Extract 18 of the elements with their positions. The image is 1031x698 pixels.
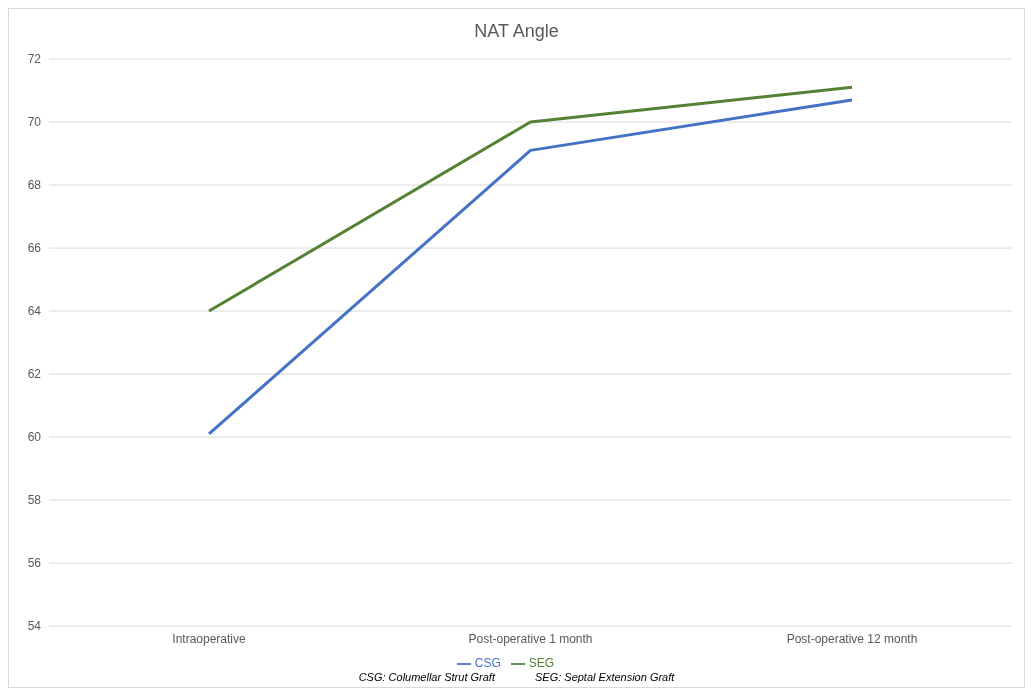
y-tick-label: 54 xyxy=(27,619,42,634)
y-tick-label: 66 xyxy=(27,241,42,256)
chart-title: NAT Angle xyxy=(473,20,560,43)
legend-label: SEG xyxy=(528,656,555,671)
y-tick-label: 56 xyxy=(27,556,42,571)
x-tick-label: Post-operative 12 month xyxy=(786,631,918,646)
y-tick-label: 58 xyxy=(27,493,42,508)
y-tick-label: 62 xyxy=(27,367,42,382)
y-tick-label: 60 xyxy=(27,430,42,445)
text: CSG: Columellar Strut Graft xyxy=(358,671,495,683)
y-tick-label: 70 xyxy=(27,115,42,130)
y-tick-label: 72 xyxy=(27,52,42,67)
x-tick-label: Post-operative 1 month xyxy=(468,631,593,646)
y-tick-label: 64 xyxy=(27,304,42,319)
legend-label: CSG xyxy=(474,656,501,671)
x-tick-label: Intraoperative xyxy=(172,631,247,646)
y-tick-label: 68 xyxy=(27,178,42,193)
text: SEG: Septal Extension Graft xyxy=(534,671,675,683)
